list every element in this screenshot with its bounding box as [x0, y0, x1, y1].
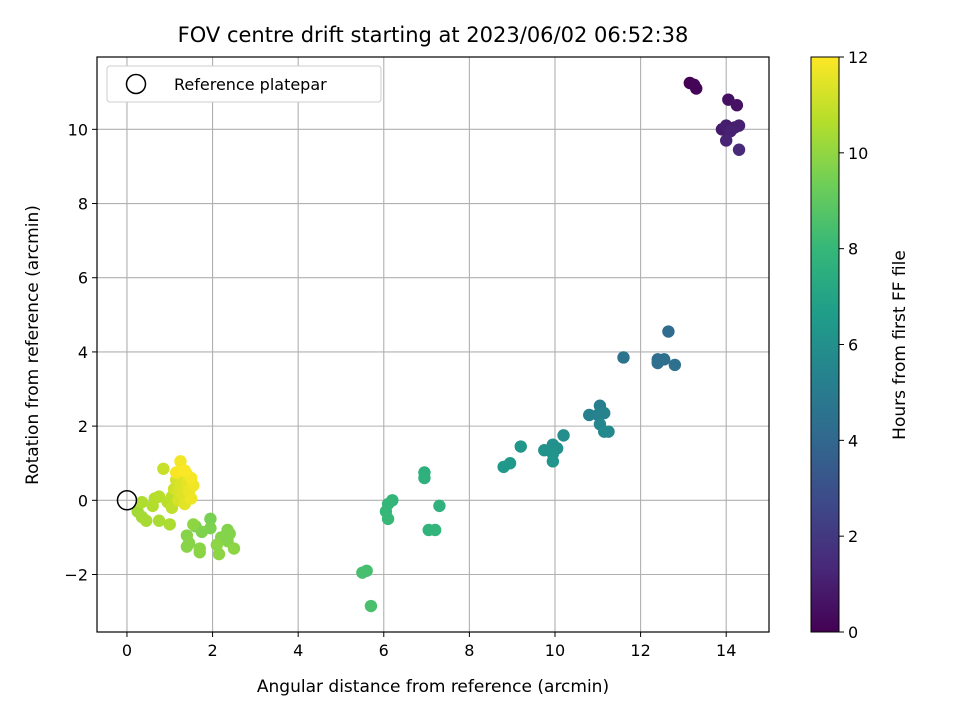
data-point [514, 440, 527, 453]
data-point [497, 460, 510, 474]
data-point [180, 540, 194, 553]
data-points [131, 76, 746, 613]
data-point [157, 462, 170, 475]
colorbar-tick-label: 6 [848, 336, 858, 355]
reference-marker-layer [116, 490, 138, 511]
legend-marker-icon [125, 73, 147, 95]
reference-platepar-marker [116, 490, 138, 511]
x-tick-label: 14 [716, 641, 736, 660]
data-point [557, 429, 570, 442]
grid [97, 57, 769, 632]
data-point [187, 518, 200, 531]
data-point [662, 325, 675, 338]
x-tick-label: 12 [630, 641, 650, 660]
data-point [227, 542, 241, 555]
data-point [690, 82, 703, 95]
colorbar-tick-label: 0 [848, 623, 858, 642]
y-tick-label: 8 [78, 195, 88, 214]
x-tick-label: 8 [464, 641, 474, 660]
legend-entry: Reference platepar [174, 75, 327, 94]
data-point [546, 455, 560, 468]
colorbar-gradient [810, 56, 840, 633]
y-tick-label: 0 [78, 491, 88, 510]
data-point [730, 99, 744, 112]
data-point [212, 547, 226, 561]
data-point [583, 408, 596, 422]
colorbar-ticks: 0 2 4 6 8 10 12 [839, 48, 868, 642]
legend: Reference platepar [106, 65, 382, 103]
colorbar-tick-label: 2 [848, 527, 858, 546]
data-point [163, 518, 176, 531]
y-axis-label: Rotation from reference (arcmin) [23, 205, 43, 485]
data-point [732, 143, 746, 156]
data-point [193, 546, 206, 559]
data-point [195, 525, 209, 539]
data-point [617, 351, 630, 364]
x-tick-label: 4 [293, 641, 303, 660]
data-point [140, 514, 153, 527]
data-point [204, 512, 217, 526]
x-axis-ticks: 0 2 4 6 8 10 12 14 [122, 632, 736, 660]
data-point [602, 425, 615, 438]
x-axis-label: Angular distance from reference (arcmin) [257, 677, 609, 697]
colorbar: 0 2 4 6 8 10 12 Hours from first FF file [810, 48, 910, 642]
legend-box [106, 65, 382, 103]
data-point [178, 464, 191, 477]
data-point [381, 512, 395, 526]
colorbar-tick-label: 8 [848, 240, 858, 259]
colorbar-tick-label: 4 [848, 431, 858, 450]
chart-title: FOV centre drift starting at 2023/06/02 … [178, 23, 689, 47]
data-point [135, 495, 149, 509]
data-point [418, 471, 431, 485]
y-tick-label: 10 [68, 120, 88, 139]
data-point [356, 566, 369, 579]
colorbar-tick-label: 10 [848, 144, 868, 163]
data-point [210, 538, 224, 552]
x-tick-label: 0 [122, 641, 132, 660]
colorbar-label: Hours from first FF file [890, 250, 910, 440]
data-point [668, 358, 682, 372]
data-point [651, 356, 664, 370]
y-axis-ticks: −2 0 2 4 6 8 10 [64, 120, 97, 585]
colorbar-tick-label: 12 [848, 48, 868, 67]
plot-frame [96, 56, 770, 633]
y-tick-label: 2 [78, 417, 88, 436]
data-point [719, 134, 733, 147]
data-point [152, 514, 166, 527]
data-point [364, 599, 378, 613]
y-tick-label: 6 [78, 269, 88, 288]
x-tick-label: 6 [379, 641, 389, 660]
data-point [598, 406, 611, 420]
data-point [184, 492, 198, 505]
x-tick-label: 2 [207, 641, 217, 660]
data-point [428, 523, 442, 537]
data-point [433, 499, 446, 513]
data-point [724, 124, 737, 138]
x-tick-label: 10 [545, 641, 565, 660]
y-tick-label: −2 [64, 566, 88, 585]
data-point [174, 455, 187, 468]
y-tick-label: 4 [78, 343, 88, 362]
